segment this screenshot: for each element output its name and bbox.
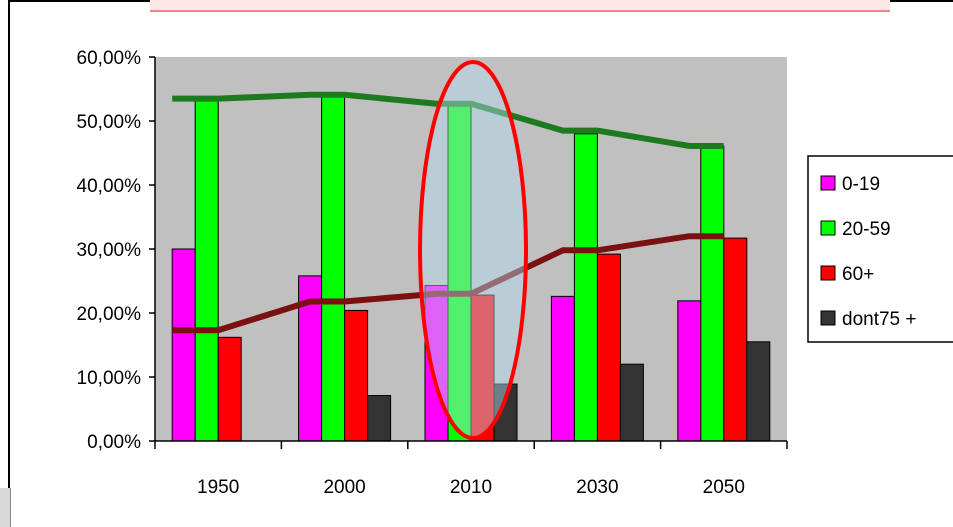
bar-60--1950 [217,336,242,442]
bar-60--2030 [596,253,621,442]
y-tick-label: 30,00% [77,240,142,261]
left-decoration [0,488,11,527]
y-tick-label: 60,00% [77,48,142,69]
bar-20-59-2030 [573,133,598,442]
legend-swatch [820,175,836,191]
x-tick-label: 1950 [197,477,239,498]
trend-lines-layer [172,91,724,334]
top-decoration-strip [150,0,890,12]
bar-dont75--2030 [619,363,644,442]
bar-0-19-2030 [550,295,575,442]
y-tick-label: 50,00% [77,112,142,133]
x-tick-label: 2030 [576,477,618,498]
y-tick-label: 10,00% [77,368,142,389]
bar-60--2050 [723,237,748,442]
trend-line-0 [172,91,724,149]
bar-0-19-1950 [171,248,196,442]
bar-20-59-1950 [194,97,219,442]
annotation-layer [418,60,528,440]
legend-swatch [820,310,836,326]
legend-label: 60+ [842,264,874,285]
bar-60--2000 [344,309,369,442]
legend-label: 0-19 [842,174,880,195]
trend-line-1 [172,233,724,334]
bar-dont75--2000 [367,395,392,442]
axes-layer: 0,00% 10,00% 20,00% 30,00% 40,00% 50,00% 60,00… [77,48,788,498]
x-tick-label: 2000 [323,477,365,498]
legend: 0-19 20-59 60+ dont75 + [807,155,953,343]
x-tick-label: 2010 [450,477,492,498]
bar-20-59-2050 [700,145,725,442]
legend-label: dont75 + [842,309,917,330]
bar-dont75--2050 [746,341,771,442]
y-tick-label: 0,00% [87,432,141,453]
y-tick-label: 20,00% [77,304,142,325]
legend-label: 20-59 [842,219,891,240]
highlight-ellipse [418,60,528,440]
bar-20-59-2000 [321,94,346,442]
legend-swatch [820,265,836,281]
legend-swatch [820,220,836,236]
x-tick-label: 2050 [703,477,745,498]
y-tick-label: 40,00% [77,176,142,197]
bar-0-19-2050 [677,300,702,442]
